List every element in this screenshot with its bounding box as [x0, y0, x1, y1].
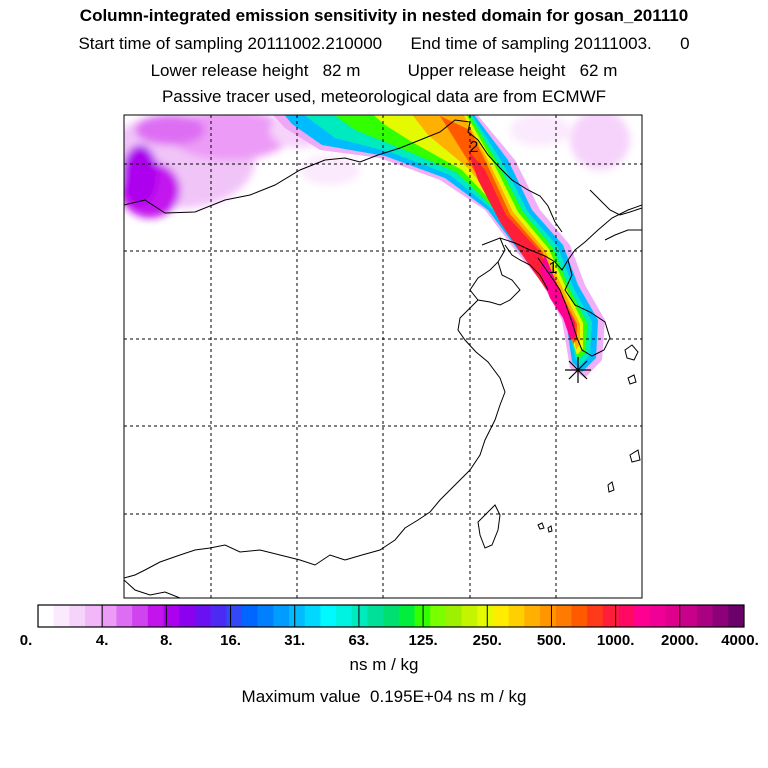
- release-point-label-1: 1: [549, 260, 558, 277]
- coastlines: [124, 119, 642, 598]
- colorbar-units: ns m / kg: [349, 655, 419, 674]
- colorbar-tick-labels: 0. 4. 8. 16. 31. 63. 125. 250. 500. 1000. 2000. 400…: [20, 632, 759, 649]
- release-height-line: Lower release height 82 m Upper release …: [150, 61, 618, 80]
- sampling-time-line: Start time of sampling 20111002.210000 E…: [78, 34, 690, 53]
- colorbar-tick-label: 4.: [96, 632, 109, 649]
- colorbar-tick-label: 1000.: [597, 632, 635, 649]
- colorbar-tick-label: 250.: [473, 632, 502, 649]
- map-frame: [123, 114, 643, 599]
- colorbar-tick-label: 8.: [160, 632, 173, 649]
- asterisk-icon: [565, 357, 591, 383]
- tracer-info-line: Passive tracer used, meteorological data…: [161, 87, 607, 106]
- colorbar-tick-label: 0.: [20, 632, 33, 649]
- plume: [272, 115, 605, 378]
- colorbar-tick-label: 500.: [537, 632, 566, 649]
- release-point-label-2: 2: [470, 139, 479, 156]
- colorbar-tick-label: 125.: [408, 632, 437, 649]
- colorbar-tick-label: 31.: [284, 632, 305, 649]
- plume-layer: [124, 115, 642, 598]
- maximum-value: Maximum value 0.195E+04 ns m / kg: [241, 687, 527, 706]
- lat-lon-grid: [124, 115, 642, 598]
- colorbar-tick-label: 4000.: [721, 632, 759, 649]
- sensitivity-map: 2 1: [123, 114, 643, 599]
- plot-title: Column-integrated emission sensitivity i…: [79, 6, 689, 25]
- colorbar-tick-label: 63.: [348, 632, 369, 649]
- colorbar-tick-label: 16.: [220, 632, 241, 649]
- colorbar-tick-label: 2000.: [661, 632, 699, 649]
